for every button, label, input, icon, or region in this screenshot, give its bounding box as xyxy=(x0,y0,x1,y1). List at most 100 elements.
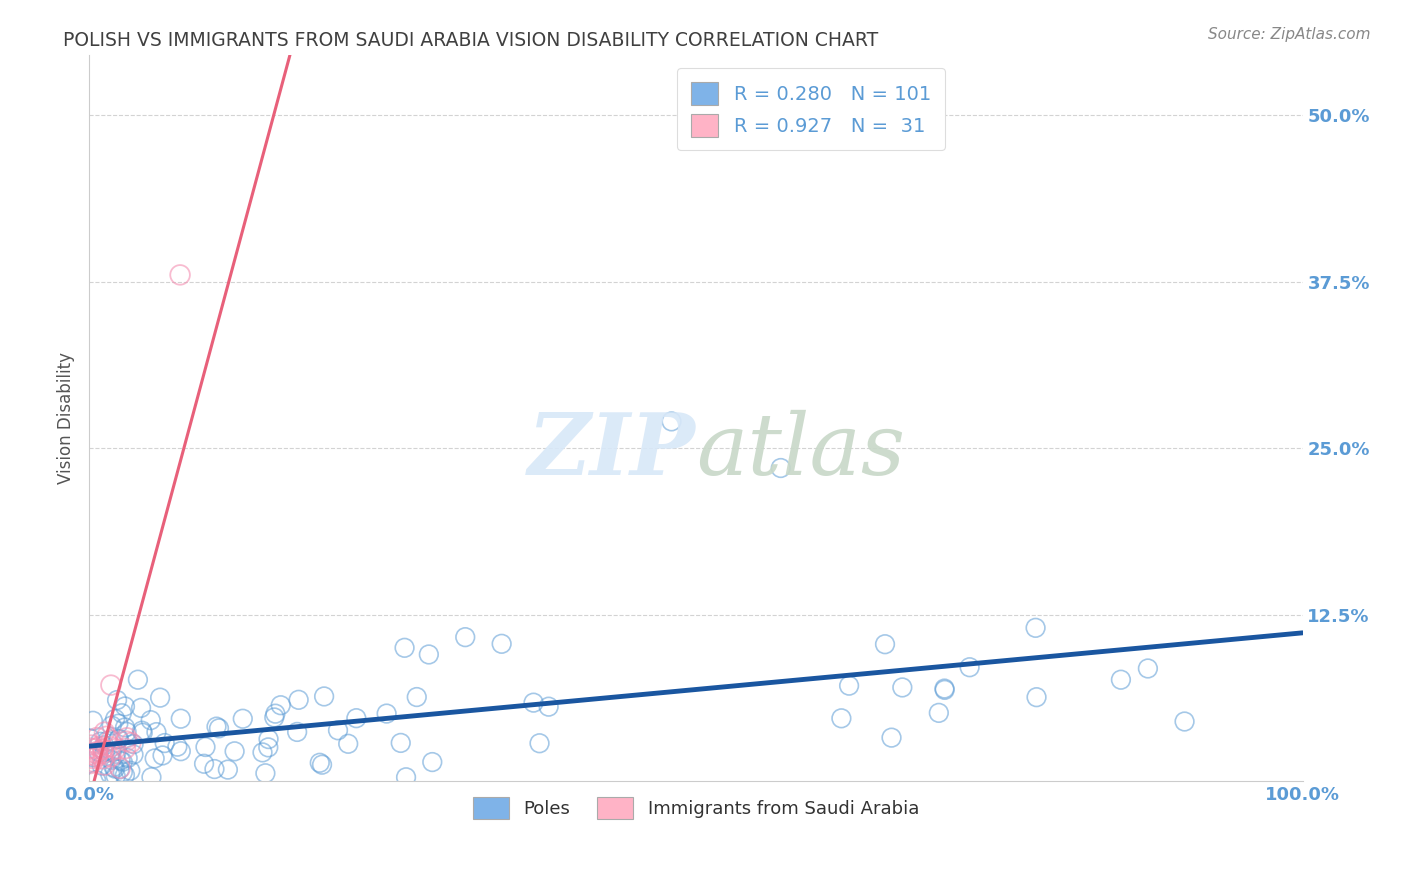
Point xyxy=(104,712,127,726)
Point xyxy=(529,736,551,750)
Point xyxy=(80,738,103,752)
Point xyxy=(114,768,136,782)
Point xyxy=(204,762,226,776)
Point xyxy=(127,673,149,687)
Point xyxy=(104,769,127,783)
Point xyxy=(959,660,981,674)
Point xyxy=(934,681,956,696)
Point xyxy=(111,706,134,721)
Point xyxy=(880,731,903,745)
Point xyxy=(100,718,122,732)
Point xyxy=(217,763,239,777)
Point xyxy=(153,736,176,750)
Point xyxy=(838,679,860,693)
Point xyxy=(830,711,852,725)
Point xyxy=(100,739,122,754)
Point xyxy=(100,733,122,747)
Point xyxy=(270,698,292,713)
Point xyxy=(166,739,188,754)
Point xyxy=(1025,621,1047,635)
Point xyxy=(79,756,101,771)
Point xyxy=(96,734,118,748)
Point xyxy=(314,690,336,704)
Point xyxy=(143,751,166,765)
Point xyxy=(232,712,254,726)
Point xyxy=(454,630,477,644)
Point xyxy=(132,725,155,739)
Point xyxy=(420,755,443,769)
Point xyxy=(252,745,274,759)
Point xyxy=(769,461,792,475)
Point xyxy=(1136,661,1159,675)
Point xyxy=(107,716,129,731)
Point xyxy=(194,739,217,754)
Point xyxy=(104,762,127,776)
Point xyxy=(108,731,131,746)
Point xyxy=(115,724,138,739)
Point xyxy=(120,764,142,778)
Point xyxy=(205,720,228,734)
Point xyxy=(122,747,145,762)
Point xyxy=(285,725,308,739)
Point xyxy=(263,710,285,724)
Point xyxy=(344,711,367,725)
Point xyxy=(139,713,162,727)
Point xyxy=(117,751,139,765)
Point xyxy=(93,725,115,739)
Point xyxy=(394,640,416,655)
Point xyxy=(105,693,128,707)
Point xyxy=(257,732,280,747)
Point xyxy=(103,760,125,774)
Point xyxy=(122,737,145,751)
Point xyxy=(84,741,107,756)
Point xyxy=(82,714,104,728)
Point xyxy=(94,758,117,772)
Point xyxy=(91,742,114,756)
Point xyxy=(287,693,309,707)
Point xyxy=(208,721,231,735)
Point xyxy=(661,414,683,428)
Point xyxy=(129,701,152,715)
Point xyxy=(111,765,134,780)
Point xyxy=(111,755,134,769)
Point xyxy=(389,736,412,750)
Text: Source: ZipAtlas.com: Source: ZipAtlas.com xyxy=(1208,27,1371,42)
Point xyxy=(264,706,287,721)
Point xyxy=(891,681,914,695)
Point xyxy=(105,747,128,761)
Point xyxy=(170,712,193,726)
Point xyxy=(257,740,280,755)
Point xyxy=(83,746,105,760)
Point xyxy=(98,767,121,781)
Point xyxy=(82,751,104,765)
Point xyxy=(491,637,513,651)
Point xyxy=(141,770,163,784)
Point xyxy=(308,756,330,770)
Point xyxy=(100,678,122,692)
Point xyxy=(93,739,115,753)
Point xyxy=(522,696,544,710)
Point xyxy=(254,766,277,780)
Point xyxy=(152,748,174,763)
Point xyxy=(104,741,127,756)
Point xyxy=(537,699,560,714)
Point xyxy=(114,741,136,756)
Point xyxy=(87,745,110,759)
Point xyxy=(86,749,108,764)
Point xyxy=(79,731,101,746)
Point xyxy=(131,723,153,738)
Point xyxy=(100,749,122,764)
Point xyxy=(169,268,191,282)
Point xyxy=(91,742,114,756)
Point xyxy=(395,770,418,784)
Point xyxy=(93,747,115,761)
Point xyxy=(115,731,138,745)
Point xyxy=(120,736,142,750)
Point xyxy=(375,706,398,721)
Point xyxy=(934,682,956,697)
Text: ZIP: ZIP xyxy=(527,409,696,492)
Point xyxy=(91,752,114,766)
Point xyxy=(149,690,172,705)
Point xyxy=(114,720,136,734)
Point xyxy=(405,690,427,704)
